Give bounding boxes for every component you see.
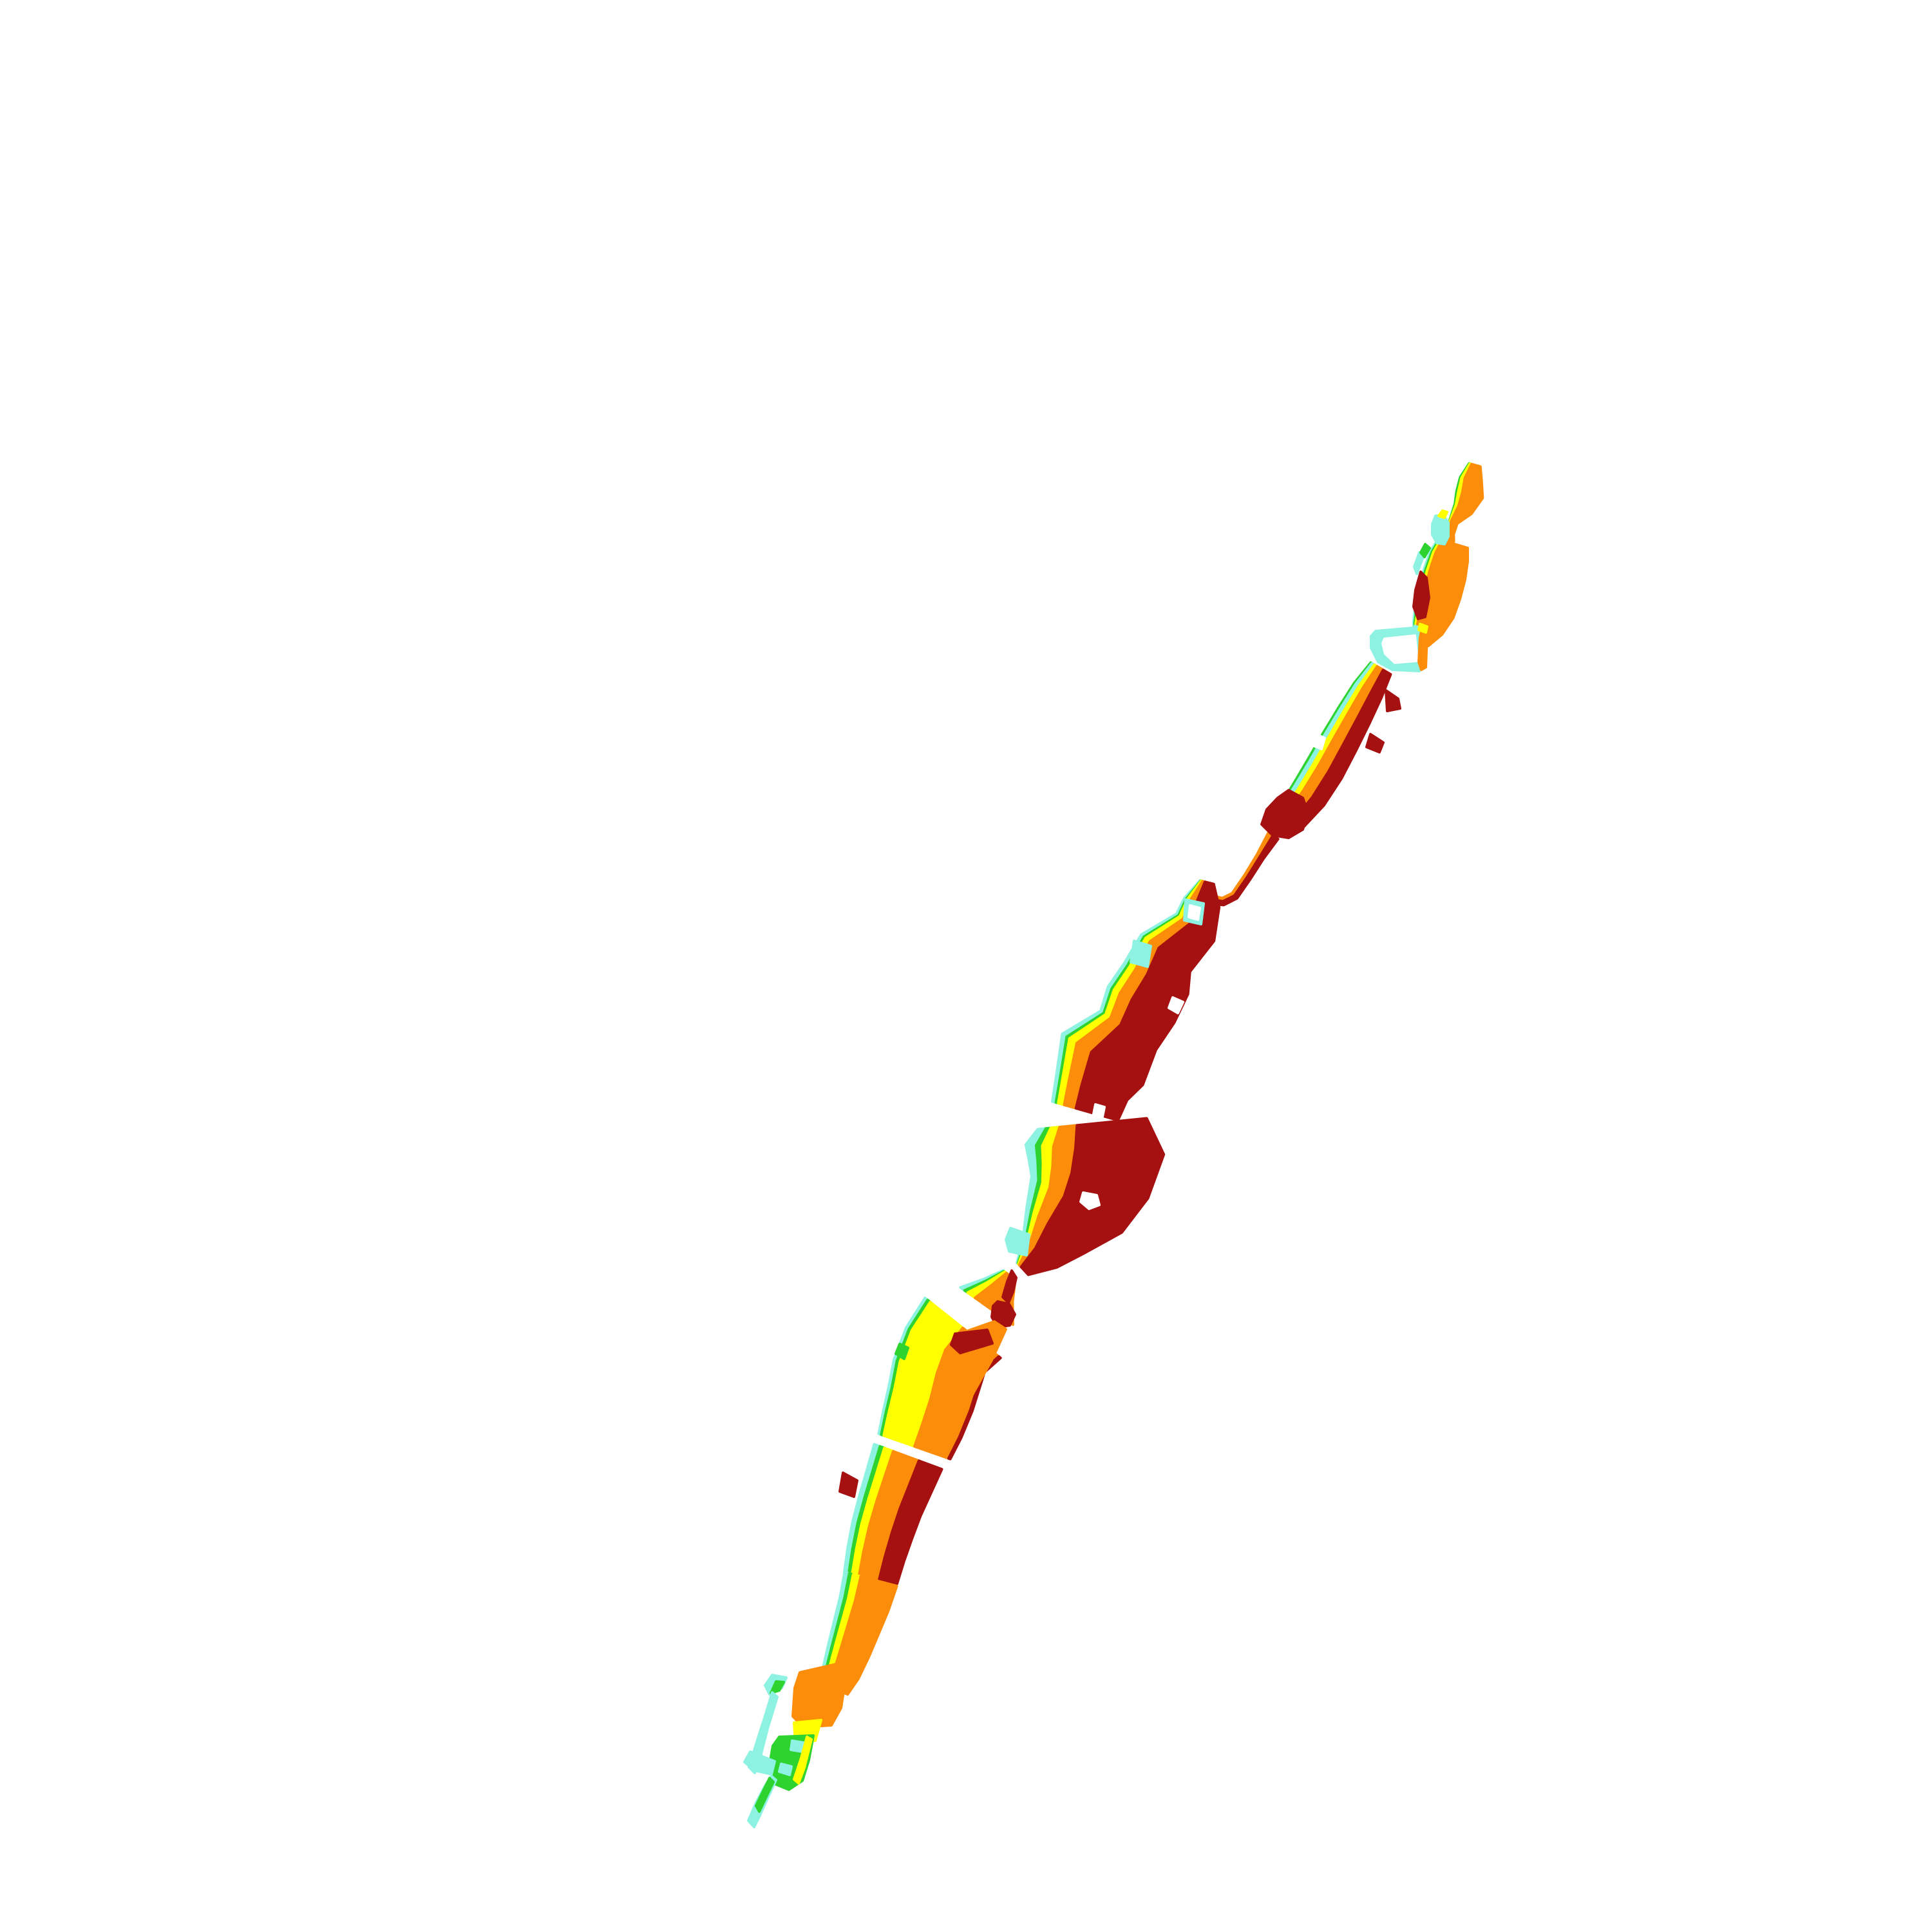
north-parallelogram-band-orange [1415, 539, 1469, 647]
umid-white-notch-e [1168, 996, 1184, 1014]
npar-cyan-west [1413, 551, 1424, 575]
dredge-box-white-center [1381, 634, 1419, 664]
tail-cyan-hole-2 [778, 1763, 793, 1776]
midstrip-white-notch [1309, 732, 1326, 750]
tail-cyan-blob [743, 1750, 776, 1776]
midstrip-red-bump-1 [1385, 689, 1401, 712]
tail-orange-rect [791, 1662, 848, 1728]
hook-connector-band-orange [1214, 831, 1275, 904]
midstrip-red-end-blob [1260, 789, 1309, 839]
spar-green-dot [895, 1343, 909, 1360]
umid-white-hole-s [1092, 1103, 1106, 1118]
spar-red-bar [950, 1329, 994, 1354]
lmid-white-lagoon [1079, 1191, 1101, 1210]
spit-cyan-patch [1431, 515, 1450, 545]
npar-green-dot [1419, 543, 1431, 558]
spit-yellow-dot [1437, 509, 1448, 519]
lower-strip-a-band-red [878, 1459, 943, 1586]
spar-orange-band [925, 1320, 1007, 1449]
umid-white-hole-n [1188, 904, 1201, 921]
lower-strip-b-band-orange [828, 1575, 898, 1696]
tail-green-line [755, 1777, 775, 1813]
tail-cyan-hole-1 [790, 1739, 805, 1753]
dredge-box-orange-east [1417, 627, 1428, 671]
midstrip-red-bump-2 [1365, 733, 1385, 753]
tail-hook-green [770, 1680, 785, 1694]
lstrip-red-bump [838, 1472, 858, 1498]
tail-yellow-sliver [793, 1736, 813, 1785]
dredge-box-yellow-ne [1417, 623, 1428, 634]
npar-red-core [1412, 571, 1430, 620]
lmid-cyan-west-blob [1005, 1227, 1030, 1256]
north-spit-band-orange [1443, 462, 1484, 543]
umid-cyan-pocket [1130, 940, 1152, 968]
